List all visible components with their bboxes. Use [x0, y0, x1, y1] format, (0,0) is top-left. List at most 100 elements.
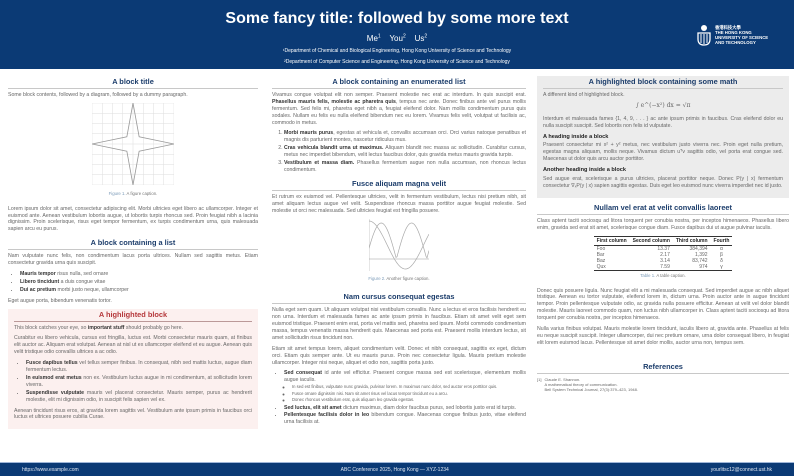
list-item: Dui ac pretium morbi justo neque, ullamc…	[20, 287, 258, 294]
block-title: Nullam vel erat at velit convallis laore…	[537, 202, 789, 215]
column-middle: A block containing an enumerated list Vi…	[272, 76, 526, 430]
list-item: Pellentesque facilisis dolor in leo bibe…	[284, 412, 526, 426]
table-cell: Foo	[596, 245, 606, 252]
text: Aenean tincidunt risus eros, at gravida …	[14, 407, 252, 421]
figure-caption: Figure 1. A figure caption.	[108, 190, 158, 196]
table-cell: γ	[710, 263, 733, 271]
text: Class aptent taciti sociosqu ad litora t…	[537, 217, 789, 231]
block-title: A block containing an enumerated list	[272, 76, 526, 89]
bullet-list: Mauris tempor risus nulla, sed ornare Li…	[20, 271, 258, 294]
author: Us2	[414, 33, 428, 43]
list-item: In euismod erat metus non ex. Vestibulum…	[26, 375, 252, 389]
highlighted-block: A highlighted block This block catches y…	[8, 308, 258, 430]
conference-info: ABC Conference 2025, Hong Kong — XYZ-123…	[340, 466, 449, 473]
column-right: A highlighted block containing some math…	[537, 76, 789, 392]
table-caption: Table 1. A table caption.	[640, 272, 686, 278]
list-item: Sed consequat id ante vel efficitur. Pra…	[284, 370, 526, 402]
table-cell: 384,394	[689, 245, 708, 252]
bullet-list: Sed consequat id ante vel efficitur. Pra…	[284, 370, 526, 426]
text: Et rutrum ex euismod vel. Pellentesque u…	[272, 193, 526, 214]
text: Donec quis posuere ligula. Nunc feugiat …	[537, 287, 789, 322]
text: A different kind of highlighted block.	[543, 91, 625, 98]
table-cell: 13.37	[657, 245, 670, 252]
reference-item: [1] Claude E. Shannon. A mathematical the…	[537, 376, 638, 392]
poster-footer: https://www.example.com ABC Conference 2…	[0, 462, 794, 476]
block-title: Fusce aliquam magna velit	[272, 178, 526, 191]
math-block: A highlighted block containing some math…	[537, 76, 789, 198]
author: You2	[389, 33, 406, 43]
table-cell: 83,742	[692, 257, 708, 264]
block-title: A highlighted block containing some math	[543, 76, 783, 89]
table-cell: α	[720, 245, 723, 252]
text: Nam vulputate nunc felis, non condimentu…	[8, 253, 258, 267]
text: This block catches your eye, so importan…	[14, 324, 183, 331]
text: Sed augue erat, scelerisque a purus ultr…	[543, 176, 783, 189]
star-diagram	[91, 102, 175, 186]
figure-caption: Figure 2. Another figure caption.	[368, 276, 430, 282]
table-row: Baz 3.14 83,742 δ	[594, 258, 733, 264]
list-item: Mauris tempor risus nulla, sed ornare	[20, 271, 258, 278]
figure-star-diagram	[8, 102, 258, 188]
text: Curabitur eu libero vehicula, cursus est…	[14, 335, 252, 356]
list-item: Suspendisse vulputate mauris vel placera…	[26, 390, 252, 404]
list-item: Morbi mauris purus, egestas at vehicula …	[284, 130, 526, 144]
list-item: Sed luctus, elit sit amet dictum maximus…	[284, 405, 526, 412]
text: Some block contents, followed by a diagr…	[8, 91, 188, 98]
logo-emblem-icon	[697, 25, 711, 46]
author: Me1	[366, 33, 381, 43]
university-logo: 香港科技大學 THE HONG KONG UNIVERSITY OF SCIENCE…	[697, 24, 768, 46]
sine-wave-plot	[368, 218, 430, 271]
table-cell: Qux	[593, 263, 630, 271]
table-cell: β	[720, 251, 723, 258]
table-row: Bar 2.17 1,392 β	[594, 252, 733, 258]
column-header: First column	[593, 235, 630, 246]
equation: ∫ e^(−x²) dx = √π	[635, 101, 691, 109]
column-header: Fourth	[710, 235, 733, 246]
sub-heading: Another heading inside a block	[543, 167, 626, 174]
affiliation: ¹Department of Chemical and Biological E…	[282, 47, 512, 54]
list-item: Libero tincidunt a duis congue vitae	[20, 279, 258, 286]
poster-title: Some fancy title: followed by some more …	[225, 10, 569, 27]
text: Vivamus congue volutpat elit non semper.…	[272, 91, 526, 126]
figure-sine-waves	[272, 218, 526, 274]
list-item: Vestibulum et massa diam. Phasellus ferm…	[284, 160, 526, 174]
poster-header: Some fancy title: followed by some more …	[0, 0, 794, 69]
block-title: Nam cursus consequat egestas	[272, 291, 526, 305]
text: Eget augue porta, bibendum venenatis tor…	[8, 297, 112, 304]
block-title: References	[537, 361, 789, 374]
sub-list-item: In sed est finibus, vulputate nunc gravi…	[292, 384, 526, 389]
block-title: A highlighted block	[14, 309, 252, 322]
text: Interdum et malesuada fames {1, 4, 9, . …	[543, 115, 783, 129]
table-cell: 7.59	[629, 263, 673, 271]
sub-list: In sed est finibus, vulputate nunc gravi…	[292, 384, 526, 402]
table-cell: 974	[672, 263, 711, 271]
table-row: Foo 13.37 384,394 α	[594, 245, 733, 252]
table-cell: Baz	[596, 257, 606, 264]
text: Nulla eget sem quam. Ut aliquam volutpat…	[272, 307, 526, 341]
table-cell: 1,392	[695, 251, 708, 258]
sub-list-item: Fusce ornare dignissim nisi. Nam sit ame…	[292, 391, 526, 396]
affiliation: ²Department of Computer Science and Engi…	[284, 58, 510, 65]
text: Lorem ipsum dolor sit amet, consectetur …	[8, 205, 258, 233]
table-cell: Bar	[596, 251, 605, 258]
table-cell: δ	[720, 257, 723, 264]
text: Praesent consectetur mi x² + y² metus, n…	[543, 142, 783, 163]
column-header: Third column	[672, 235, 711, 246]
numbered-list: Morbi mauris purus, egestas at vehicula …	[284, 130, 526, 173]
sub-heading: A heading inside a block	[543, 133, 609, 140]
block-title: A block title	[8, 76, 258, 89]
table-row: Qux 7.59 974 γ	[593, 263, 733, 271]
email-link[interactable]: yourlitsc12@connect.ust.hk	[710, 466, 772, 473]
table-cell: 2.17	[660, 251, 670, 258]
column-left: A block title Some block contents, follo…	[8, 76, 258, 433]
sub-list-item: Donec rhoncus vestibulum erat, quis aliq…	[292, 397, 526, 402]
table-cell: 3.14	[660, 257, 670, 264]
list-item: Fusce dapibus tellus vel tellus semper f…	[26, 360, 252, 374]
bullet-list: Fusce dapibus tellus vel tellus semper f…	[26, 360, 252, 403]
text: Etiam sit amet tempus lorem, aliquet con…	[272, 345, 526, 366]
column-header: Second column	[629, 235, 673, 246]
list-item: Cras vehicula blandit urna ut maximus. A…	[284, 145, 526, 159]
website-link[interactable]: https://www.example.com	[22, 466, 79, 473]
block-title: A block containing a list	[8, 237, 258, 251]
authors: Me1 You2 Us2	[0, 33, 794, 43]
